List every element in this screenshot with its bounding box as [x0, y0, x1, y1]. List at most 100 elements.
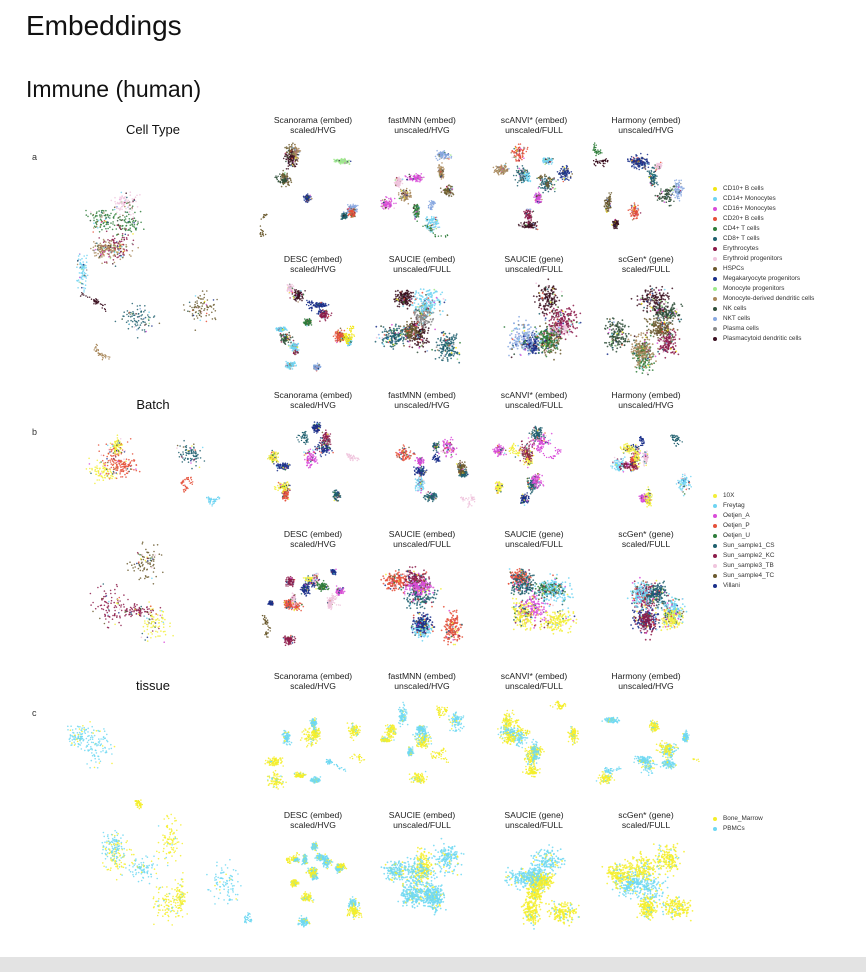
legend-label: CD14+ Monocytes: [723, 194, 776, 204]
legend-label: Monocyte-derived dendritic cells: [723, 294, 814, 304]
legend-swatch: [713, 267, 717, 271]
legend-label: Freytag: [723, 501, 745, 511]
legend-label: Megakaryocyte progenitors: [723, 274, 800, 284]
method-scatter: [492, 425, 562, 506]
method-title: DESC (embed) scaled/HVG: [258, 254, 368, 274]
method-setting: unscaled/HVG: [367, 400, 477, 410]
method-scatter: [380, 837, 465, 916]
legend-label: CD4+ T cells: [723, 224, 760, 234]
legend-item: Oetjen_A: [713, 511, 775, 521]
legend-swatch: [713, 534, 717, 538]
legend-item: Erythroid progenitors: [713, 254, 814, 264]
method-name: scANVI* (embed): [479, 115, 589, 125]
method-scatter: [380, 701, 465, 784]
method-scatter: [626, 576, 688, 641]
method-name: Harmony (embed): [591, 671, 701, 681]
legend-item: CD14+ Monocytes: [713, 194, 814, 204]
method-scatter: [601, 842, 694, 922]
legend-swatch: [713, 817, 717, 821]
legend-item: CD8+ T cells: [713, 234, 814, 244]
legend-label: Oetjen_P: [723, 521, 750, 531]
legend-swatch: [713, 257, 717, 261]
legend-swatch: [713, 197, 717, 201]
method-setting: scaled/HVG: [258, 681, 368, 691]
panel-label: c: [32, 708, 37, 718]
method-title: Harmony (embed) unscaled/HVG: [591, 115, 701, 135]
legend-label: Sun_sample1_CS: [723, 541, 775, 551]
method-setting: unscaled/FULL: [479, 264, 589, 274]
method-scatter: [592, 142, 685, 230]
method-title: scGen* (gene) scaled/FULL: [591, 254, 701, 274]
legend-swatch: [713, 504, 717, 508]
method-scatter: [503, 278, 582, 361]
legend-item: Sun_sample2_KC: [713, 551, 775, 561]
method-setting: unscaled/FULL: [367, 820, 477, 830]
method-scatter: [604, 285, 684, 376]
method-scatter: [497, 700, 580, 778]
method-setting: unscaled/FULL: [479, 681, 589, 691]
method-name: DESC (embed): [258, 254, 368, 264]
method-title: Scanorama (embed) scaled/HVG: [258, 390, 368, 410]
legend-item: Oetjen_U: [713, 531, 775, 541]
method-title: scANVI* (embed) unscaled/FULL: [479, 671, 589, 691]
method-title: scANVI* (embed) unscaled/FULL: [479, 390, 589, 410]
legend-item: CD4+ T cells: [713, 224, 814, 234]
legend-label: Sun_sample3_TB: [723, 561, 774, 571]
legend-swatch: [713, 317, 717, 321]
legend-label: PBMCs: [723, 824, 745, 834]
method-setting: scaled/HVG: [258, 264, 368, 274]
legend-item: Freytag: [713, 501, 775, 511]
legend-swatch: [713, 584, 717, 588]
method-title: Scanorama (embed) scaled/HVG: [258, 671, 368, 691]
method-scatter: [374, 288, 461, 364]
panel-label: a: [32, 152, 37, 162]
legend-item: Erythrocytes: [713, 244, 814, 254]
legend-swatch: [713, 327, 717, 331]
legend-label: Monocyte progenitors: [723, 284, 784, 294]
method-scatter: [504, 844, 581, 930]
method-name: fastMNN (embed): [367, 115, 477, 125]
legend-label: HSPCs: [723, 264, 744, 274]
legend-swatch: [713, 237, 717, 241]
legend-label: Villani: [723, 581, 740, 591]
legend-item: NK cells: [713, 304, 814, 314]
page-footer-bar: [0, 957, 866, 972]
method-scatter: [507, 567, 578, 635]
legend-label: Plasma cells: [723, 324, 759, 334]
method-title: SAUCIE (embed) unscaled/FULL: [367, 529, 477, 549]
legend-item: Bone_Marrow: [713, 814, 763, 824]
method-title: Scanorama (embed) scaled/HVG: [258, 115, 368, 135]
method-name: DESC (embed): [258, 810, 368, 820]
panel-title: Cell Type: [93, 122, 213, 137]
legend-item: Plasmacytoid dendritic cells: [713, 334, 814, 344]
method-scatter: [259, 142, 359, 237]
method-scatter: [261, 568, 346, 647]
legend-swatch: [713, 494, 717, 498]
legend-item: Monocyte progenitors: [713, 284, 814, 294]
legend-swatch: [713, 307, 717, 311]
method-scatter: [267, 421, 360, 502]
method-scatter: [395, 436, 476, 508]
method-scatter: [264, 717, 366, 790]
method-name: fastMNN (embed): [367, 671, 477, 681]
legend-swatch: [713, 217, 717, 221]
method-setting: scaled/FULL: [591, 264, 701, 274]
method-setting: unscaled/HVG: [591, 125, 701, 135]
method-setting: scaled/HVG: [258, 539, 368, 549]
legend-swatch: [713, 337, 717, 341]
legend-label: Sun_sample4_TC: [723, 571, 774, 581]
method-title: Harmony (embed) unscaled/HVG: [591, 671, 701, 691]
method-name: SAUCIE (gene): [479, 810, 589, 820]
method-scatter: [285, 841, 363, 928]
method-title: fastMNN (embed) unscaled/HVG: [367, 115, 477, 135]
method-scatter: [380, 565, 464, 646]
legend-item: Monocyte-derived dendritic cells: [713, 294, 814, 304]
page-title: Embeddings: [26, 10, 182, 42]
legend-swatch: [713, 544, 717, 548]
legend-label: Erythroid progenitors: [723, 254, 782, 264]
legend-item: Megakaryocyte progenitors: [713, 274, 814, 284]
legend-label: NK cells: [723, 304, 746, 314]
method-scatter: [595, 716, 700, 785]
method-name: scGen* (gene): [591, 529, 701, 539]
method-setting: unscaled/HVG: [591, 400, 701, 410]
